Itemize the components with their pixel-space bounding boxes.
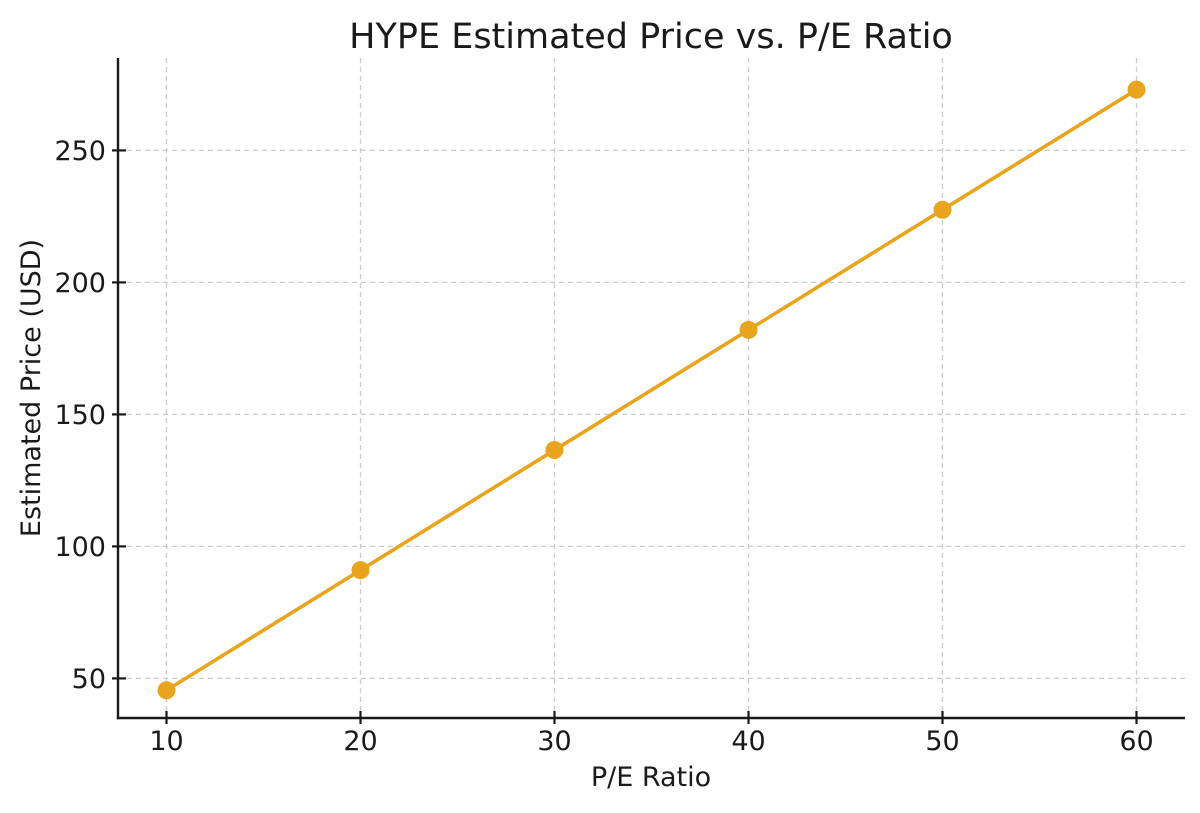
y-tick-label: 50 (72, 664, 106, 695)
data-point (1127, 80, 1146, 99)
data-point (545, 441, 564, 460)
x-tick-label: 60 (1119, 726, 1153, 757)
y-tick-label: 250 (54, 136, 106, 167)
data-point (157, 681, 176, 700)
x-tick-label: 30 (537, 726, 571, 757)
chart-title: HYPE Estimated Price vs. P/E Ratio (349, 17, 953, 57)
grid-lines (118, 58, 1185, 718)
x-axis-label: P/E Ratio (591, 762, 711, 793)
y-axis-label: Estimated Price (USD) (16, 239, 47, 537)
x-tick-label: 50 (925, 726, 959, 757)
axes-spines (116, 58, 1185, 720)
data-series (157, 80, 1146, 700)
y-tick-label: 200 (54, 268, 106, 299)
x-tick-label: 20 (343, 726, 377, 757)
series-line (164, 87, 1139, 693)
data-point (351, 561, 370, 580)
tick-labels: 10 20 30 40 50 60 50 100 150 200 250 (54, 136, 1153, 757)
x-tick-label: 10 (149, 726, 183, 757)
axis-ticks (112, 149, 1138, 724)
data-point (739, 320, 758, 339)
y-tick-label: 150 (54, 400, 106, 431)
y-tick-label: 100 (54, 532, 106, 563)
data-point (933, 200, 952, 219)
x-tick-label: 40 (731, 726, 765, 757)
